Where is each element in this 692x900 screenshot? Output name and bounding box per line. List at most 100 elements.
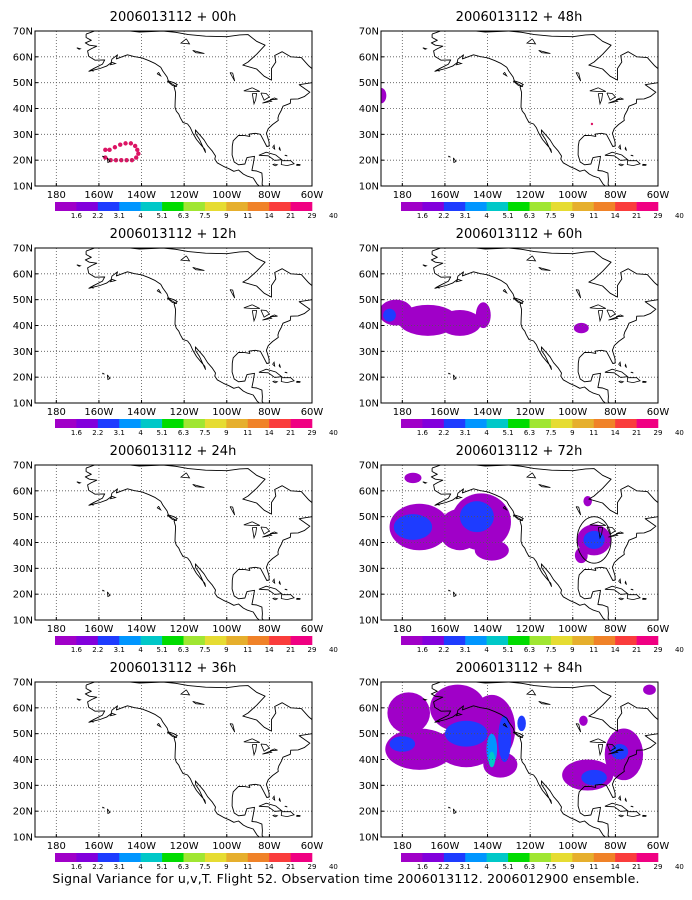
colorbar-label: 3.1 bbox=[114, 429, 125, 437]
colorbar-label: 14 bbox=[611, 212, 620, 220]
colorbar-segment bbox=[636, 202, 659, 211]
lat-tick-label: 60N bbox=[13, 486, 33, 497]
colorbar-segment bbox=[572, 419, 595, 428]
panel-title: 2006013112 + 48h bbox=[456, 10, 583, 25]
colorbar-segment bbox=[55, 419, 77, 428]
lat-tick-label: 10N bbox=[13, 616, 33, 627]
observation-point bbox=[128, 141, 134, 146]
colorbar-label: 29 bbox=[308, 646, 317, 654]
colorbar-label: 11 bbox=[589, 429, 598, 437]
colorbar-segment bbox=[550, 419, 573, 428]
map-plot: 2006013112 + 60h 10N 20N 30N 40N 50N 60N 70N 180… bbox=[359, 227, 684, 437]
colorbar-segment bbox=[529, 419, 552, 428]
lon-tick-label: 100W bbox=[212, 190, 241, 201]
lon-tick-label: 60W bbox=[301, 624, 324, 635]
colorbar-label: 3.1 bbox=[460, 212, 471, 220]
colorbar-segment bbox=[226, 853, 249, 862]
colorbar-segment bbox=[572, 202, 595, 211]
colorbar-label: 40 bbox=[675, 646, 684, 654]
lon-tick-label: 180 bbox=[393, 841, 412, 852]
map-panel-12h: 2006013112 + 12h 10N 20N 30N 40N 50N 60N 70N 180… bbox=[0, 217, 346, 437]
lon-tick-label: 180 bbox=[47, 190, 66, 201]
lat-tick-label: 10N bbox=[13, 399, 33, 410]
lat-tick-label: 60N bbox=[359, 703, 379, 714]
colorbar-segment bbox=[290, 202, 313, 211]
colorbar-label: 2.2 bbox=[92, 646, 103, 654]
lon-tick-label: 100W bbox=[558, 624, 587, 635]
variance-contour-fill bbox=[643, 684, 656, 695]
map-panel-72h: 2006013112 + 72h 10N 20N 30N 40N 50N 60N 70N 180… bbox=[346, 434, 692, 654]
colorbar-label: 29 bbox=[654, 863, 663, 871]
lat-tick-label: 20N bbox=[359, 807, 379, 818]
lat-tick-label: 10N bbox=[13, 182, 33, 193]
panel-title: 2006013112 + 36h bbox=[110, 661, 237, 676]
lat-tick-label: 60N bbox=[359, 52, 379, 63]
colorbar-segment bbox=[55, 853, 77, 862]
colorbar-label: 9 bbox=[224, 646, 228, 654]
colorbar-segment bbox=[183, 636, 206, 645]
colorbar-label: 7.5 bbox=[199, 429, 210, 437]
lon-tick-label: 160W bbox=[430, 190, 459, 201]
colorbar-label: 2.2 bbox=[438, 212, 449, 220]
lon-tick-label: 140W bbox=[127, 190, 156, 201]
colorbar-segment bbox=[486, 419, 509, 428]
colorbar-label: 5.1 bbox=[157, 863, 168, 871]
observation-point bbox=[103, 155, 108, 160]
panel-title: 2006013112 + 12h bbox=[110, 227, 237, 242]
figure-caption: Signal Variance for u,v,T. Flight 52. Ob… bbox=[52, 871, 640, 886]
colorbar-segment bbox=[183, 202, 206, 211]
colorbar-segment bbox=[226, 202, 249, 211]
lon-tick-label: 60W bbox=[301, 407, 324, 418]
colorbar-label: 4 bbox=[138, 646, 143, 654]
lon-tick-label: 100W bbox=[558, 407, 587, 418]
lon-tick-label: 120W bbox=[516, 624, 545, 635]
colorbar-segment bbox=[636, 853, 659, 862]
colorbar-label: 9 bbox=[224, 212, 228, 220]
colorbar-label: 14 bbox=[265, 646, 274, 654]
observation-point bbox=[103, 147, 108, 153]
lat-tick-label: 10N bbox=[359, 182, 379, 193]
colorbar-segment bbox=[162, 636, 184, 645]
lon-tick-label: 160W bbox=[430, 407, 459, 418]
colorbar-label: 5.1 bbox=[157, 429, 168, 437]
lat-tick-label: 30N bbox=[13, 564, 33, 575]
colorbar-segment bbox=[204, 636, 227, 645]
panel-title: 2006013112 + 00h bbox=[110, 10, 237, 25]
colorbar-label: 4 bbox=[138, 863, 143, 871]
lat-tick-label: 70N bbox=[359, 461, 379, 472]
variance-contour-fill bbox=[444, 720, 488, 747]
variance-contour-fill bbox=[383, 308, 396, 322]
colorbar-segment bbox=[615, 202, 637, 211]
colorbar-segment bbox=[572, 636, 595, 645]
colorbar-segment bbox=[76, 419, 99, 428]
lon-tick-label: 160W bbox=[84, 841, 113, 852]
lon-tick-label: 160W bbox=[430, 624, 459, 635]
colorbar-label: 3.1 bbox=[114, 646, 125, 654]
colorbar-label: 14 bbox=[265, 429, 274, 437]
colorbar-label: 4 bbox=[484, 863, 489, 871]
map-plot: 2006013112 + 12h 10N 20N 30N 40N 50N 60N 70N 180… bbox=[13, 227, 338, 437]
colorbar-label: 21 bbox=[286, 863, 295, 871]
colorbar-label: 29 bbox=[308, 429, 317, 437]
colorbar-label: 4 bbox=[138, 212, 143, 220]
map-plot: 2006013112 + 36h 10N 20N 30N 40N 50N 60N 70N 180… bbox=[13, 661, 338, 871]
colorbar-segment bbox=[508, 419, 530, 428]
lon-tick-label: 120W bbox=[170, 624, 199, 635]
variance-contour-fill bbox=[498, 715, 511, 763]
colorbar-label: 2.2 bbox=[438, 429, 449, 437]
colorbar-label: 1.6 bbox=[71, 646, 83, 654]
lon-tick-label: 80W bbox=[258, 190, 281, 201]
colorbar-segment bbox=[290, 636, 313, 645]
colorbar-label: 4 bbox=[484, 212, 489, 220]
variance-contour-fill bbox=[474, 539, 509, 561]
colorbar-label: 4 bbox=[484, 646, 489, 654]
lat-tick-label: 40N bbox=[13, 104, 33, 115]
lon-tick-label: 80W bbox=[258, 624, 281, 635]
lat-tick-label: 20N bbox=[359, 156, 379, 167]
observation-point bbox=[107, 147, 112, 153]
lon-tick-label: 120W bbox=[170, 841, 199, 852]
colorbar-segment bbox=[247, 202, 270, 211]
colorbar-label: 14 bbox=[265, 212, 274, 220]
colorbar-segment bbox=[422, 202, 445, 211]
colorbar-segment bbox=[55, 202, 77, 211]
